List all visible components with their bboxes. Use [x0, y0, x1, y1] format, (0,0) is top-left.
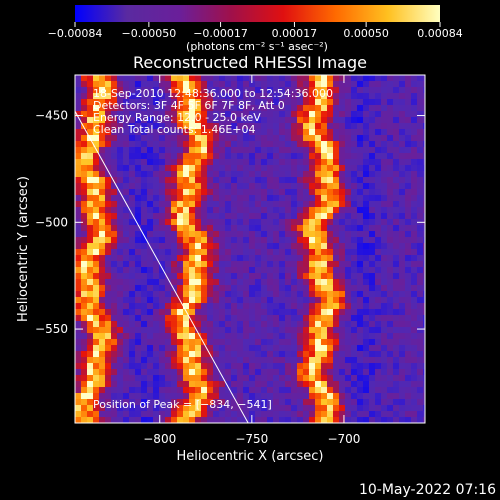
info-line: 18-Sep-2010 12:48:36.000 to 12:54:36.000 — [93, 87, 333, 100]
heatmap-image — [75, 75, 425, 423]
colorbar-tick-label: −0.00084 — [48, 27, 103, 40]
x-tick-label: −750 — [235, 432, 268, 446]
chart-title: Reconstructed RHESSI Image — [133, 53, 367, 72]
y-tick-label: −500 — [35, 215, 68, 229]
colorbar-tick-label: 0.00017 — [272, 27, 318, 40]
y-tick-label: −450 — [35, 109, 68, 123]
y-axis-title: Heliocentric Y (arcsec) — [16, 176, 31, 322]
axis-ticks: −800 −750 −700 −450 −500 −550 — [35, 75, 425, 446]
colorbar-units: (photons cm⁻² s⁻¹ asec⁻²) — [186, 40, 328, 53]
colorbar-tick-label: 0.00084 — [417, 27, 463, 40]
colorbar-tick-label: −0.00017 — [193, 27, 248, 40]
y-tick-label: −550 — [35, 322, 68, 336]
colorbar-ticks: −0.00084 −0.00050 −0.00017 0.00017 0.00050 0.… — [48, 22, 463, 40]
colorbar-tick-label: 0.00050 — [343, 27, 389, 40]
peak-position-label: Position of Peak = [−834, −541] — [93, 398, 272, 411]
colorbar-tick-label: −0.00050 — [122, 27, 177, 40]
info-line: Energy Range: 12.0 - 25.0 keV — [93, 111, 261, 124]
render-timestamp: 10-May-2022 07:16 — [359, 482, 496, 498]
x-tick-label: −800 — [143, 432, 176, 446]
colorbar — [75, 5, 440, 22]
x-axis-title: Heliocentric X (arcsec) — [177, 449, 324, 464]
x-tick-label: −700 — [327, 432, 360, 446]
solar-limb-line — [75, 111, 249, 423]
info-line: Detectors: 3F 4F 5F 6F 7F 8F, Att 0 — [93, 99, 285, 112]
plot-frame — [74, 74, 426, 424]
observation-info: 18-Sep-2010 12:48:36.000 to 12:54:36.000… — [93, 87, 333, 136]
info-line: Clean Total counts: 1.46E+04 — [93, 123, 256, 136]
